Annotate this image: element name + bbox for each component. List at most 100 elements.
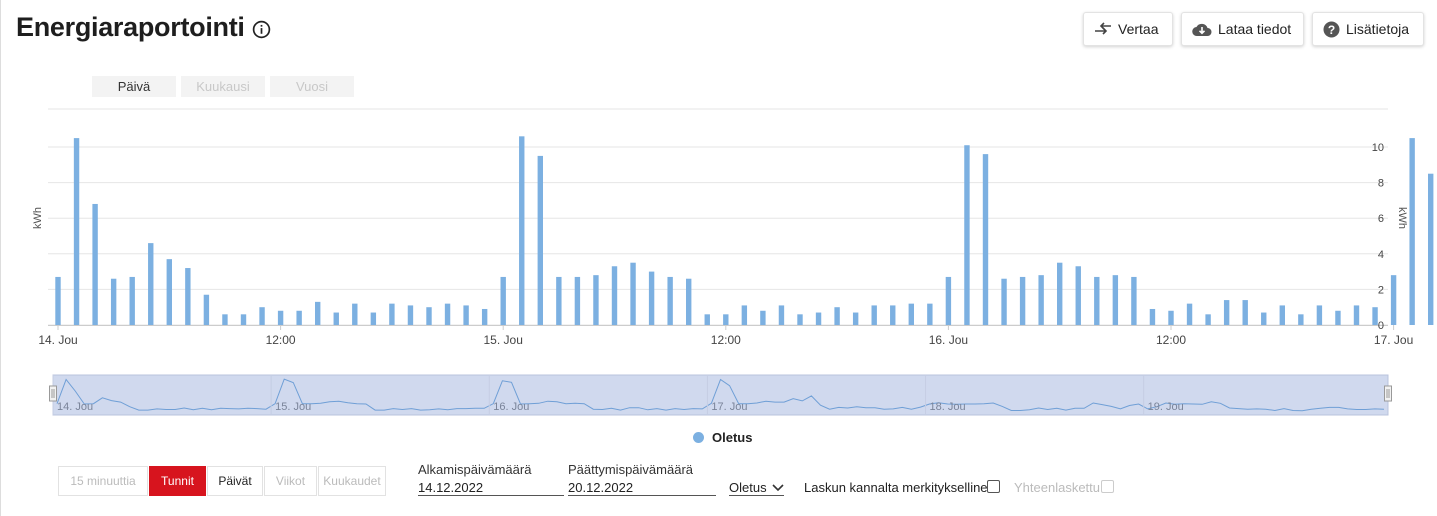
navigator-label: 14. Jou bbox=[57, 401, 93, 413]
summed-checkbox[interactable] bbox=[1101, 480, 1114, 493]
chevron-down-icon bbox=[772, 483, 784, 491]
chart-bar bbox=[964, 145, 970, 325]
svg-text:?: ? bbox=[1328, 23, 1335, 37]
x-tick-label: 12:00 bbox=[266, 333, 296, 347]
download-button-label: Lataa tiedot bbox=[1218, 21, 1292, 37]
legend-item[interactable]: Oletus bbox=[693, 430, 752, 445]
chart-bar bbox=[55, 276, 61, 325]
chart-bar bbox=[296, 310, 302, 325]
chart-bar bbox=[908, 303, 914, 325]
chart-bar bbox=[1242, 300, 1248, 325]
help-icon: ? bbox=[1323, 21, 1340, 37]
chart-bar bbox=[519, 136, 525, 325]
chart-bar bbox=[352, 303, 358, 325]
chart-bar bbox=[556, 276, 562, 325]
chart-bar bbox=[927, 303, 933, 325]
chart-bar bbox=[500, 276, 506, 325]
chart-bar bbox=[760, 310, 766, 325]
chart-bar bbox=[1149, 308, 1156, 325]
y-tick-label: 2 bbox=[1378, 284, 1384, 296]
profile-select[interactable]: Oletus bbox=[729, 480, 784, 496]
x-tick-label: 17. Jou bbox=[1374, 333, 1413, 347]
chart-bar bbox=[370, 312, 377, 325]
chart-bar bbox=[73, 138, 80, 325]
chart-bar bbox=[945, 276, 952, 325]
end-date-input[interactable]: 20.12.2022 bbox=[568, 480, 716, 496]
chart-bar bbox=[1094, 276, 1100, 325]
compare-button-label: Vertaa bbox=[1118, 21, 1159, 37]
resolution-days-button[interactable]: Päivät bbox=[207, 466, 263, 496]
chart-bar bbox=[222, 314, 228, 325]
chart-bar bbox=[333, 312, 339, 325]
resolution-15min-button[interactable]: 15 minuuttia bbox=[58, 466, 148, 496]
chart-bar bbox=[648, 271, 655, 325]
chart-bar bbox=[389, 303, 395, 325]
chart-bar bbox=[890, 305, 896, 325]
navigator-label: 15. Jou bbox=[275, 401, 311, 413]
y-tick-label: 8 bbox=[1378, 178, 1384, 190]
tab-month[interactable]: Kuukausi bbox=[181, 76, 265, 97]
chart-bar bbox=[611, 266, 618, 325]
chart-bar bbox=[444, 303, 451, 325]
tab-year[interactable]: Vuosi bbox=[270, 76, 354, 97]
download-button[interactable]: Lataa tiedot bbox=[1181, 12, 1304, 46]
chart-bar bbox=[982, 154, 989, 325]
navigator-label: 18. Jou bbox=[930, 401, 966, 413]
navigator-label: 19. Jou bbox=[1148, 401, 1184, 413]
summed-label: Yhteenlaskettu bbox=[1014, 480, 1101, 495]
chart-bar bbox=[667, 276, 673, 325]
chart-bar bbox=[1372, 307, 1378, 325]
y-tick-label: 10 bbox=[1372, 142, 1384, 154]
chart-bar bbox=[1353, 305, 1360, 325]
chart-bar bbox=[630, 262, 636, 325]
chart-bar bbox=[315, 301, 321, 325]
x-tick-label: 14. Jou bbox=[38, 333, 77, 347]
navigator-right-handle[interactable] bbox=[1384, 385, 1392, 402]
chart-bar bbox=[1409, 138, 1415, 325]
chart-bar bbox=[129, 276, 135, 325]
start-date-input[interactable]: 14.12.2022 bbox=[418, 480, 564, 496]
chart-bar bbox=[426, 307, 432, 325]
chart-bar bbox=[481, 308, 488, 325]
compare-button[interactable]: Vertaa bbox=[1083, 12, 1173, 46]
chart-bar bbox=[166, 259, 172, 325]
tab-day[interactable]: Päivä bbox=[92, 76, 176, 97]
chart-bar bbox=[537, 155, 543, 325]
end-date-label: Päättymispäivämäärä bbox=[568, 462, 693, 477]
resolution-months-button[interactable]: Kuukaudet bbox=[318, 466, 386, 496]
chart-bar bbox=[407, 305, 414, 325]
page-title: Energiaraportointi bbox=[16, 12, 245, 42]
y-axis-title-right: kWh bbox=[1396, 207, 1408, 229]
chart-bar bbox=[1335, 310, 1341, 325]
legend-label: Oletus bbox=[712, 430, 753, 445]
chart-bar bbox=[203, 294, 210, 325]
chart-bar bbox=[1428, 173, 1434, 325]
resolution-hours-button[interactable]: Tunnit bbox=[149, 466, 206, 496]
chart-bar bbox=[574, 276, 581, 325]
chart-bar bbox=[1186, 303, 1193, 325]
chart-bar bbox=[1279, 305, 1285, 325]
energy-chart[interactable]: 14. Jou 12:00 15. Jou 12:00 16. Jou 12:00 17. … bbox=[0, 100, 1437, 420]
info-icon[interactable] bbox=[252, 20, 271, 39]
x-tick-label: 15. Jou bbox=[484, 333, 523, 347]
legend-dot bbox=[693, 432, 704, 443]
billing-relevant-checkbox[interactable] bbox=[987, 480, 1000, 493]
more-info-button[interactable]: ? Lisätietoja bbox=[1312, 12, 1424, 46]
chart-bar bbox=[1390, 275, 1397, 325]
navigator-left-handle[interactable] bbox=[49, 385, 57, 402]
resolution-weeks-button[interactable]: Viikot bbox=[264, 466, 317, 496]
more-info-button-label: Lisätietoja bbox=[1346, 21, 1410, 37]
compare-icon bbox=[1095, 22, 1111, 35]
chart-bar bbox=[797, 314, 803, 325]
chart-bar bbox=[741, 305, 748, 325]
navigator-label: 17. Jou bbox=[711, 401, 747, 413]
chart-bar bbox=[704, 314, 710, 325]
chart-bar bbox=[110, 278, 117, 325]
chart-bar bbox=[1019, 276, 1026, 325]
cloud-download-icon bbox=[1192, 23, 1212, 36]
chart-bar bbox=[1131, 276, 1137, 325]
chart-bar bbox=[1261, 312, 1267, 325]
chart-bar bbox=[185, 268, 191, 325]
chart-bar bbox=[852, 312, 859, 325]
